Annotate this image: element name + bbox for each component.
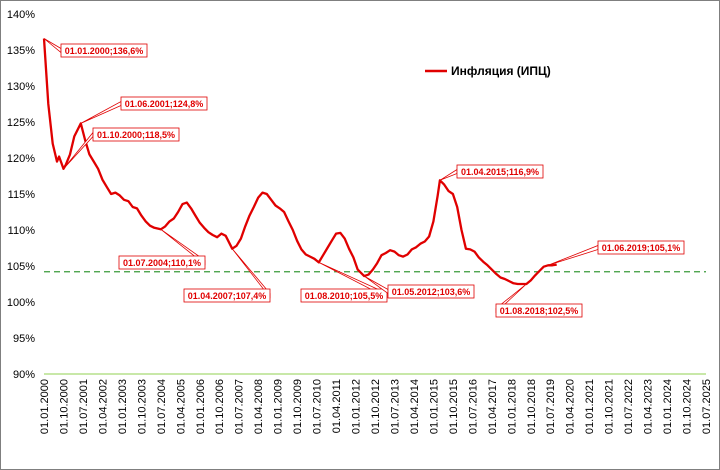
- callout-label: 01.08.2010;105,5%: [305, 291, 384, 301]
- x-tick-label: 01.07.2016: [467, 379, 479, 434]
- y-tick-label: 115%: [8, 189, 36, 201]
- y-tick-label: 125%: [7, 117, 35, 129]
- callout-label: 01.06.2001;124,8%: [125, 99, 204, 109]
- x-tick-label: 01.01.2024: [662, 379, 674, 434]
- callout-pointer: [439, 168, 458, 181]
- x-tick-label: 01.01.2021: [584, 379, 596, 434]
- x-tick-label: 01.10.2024: [682, 379, 694, 434]
- x-tick-label: 01.07.2007: [234, 379, 246, 434]
- x-tick-label: 01.10.2012: [370, 379, 382, 434]
- x-tick-label: 01.04.2014: [409, 379, 421, 434]
- x-tick-label: 01.04.2008: [253, 379, 265, 434]
- x-tick-label: 01.10.2015: [448, 379, 460, 434]
- callout-pointer: [547, 244, 599, 266]
- callout-box: [118, 255, 206, 270]
- callout-box: [387, 284, 475, 299]
- y-tick-label: 105%: [7, 261, 35, 273]
- callout-label: 01.07.2004;110,1%: [123, 258, 201, 268]
- x-tick-label: 01.04.2017: [487, 379, 499, 434]
- x-tick-label: 01.07.2022: [623, 379, 635, 434]
- callout-label: 01.04.2015;116,9%: [461, 167, 539, 177]
- x-tick-label: 01.10.2003: [136, 379, 148, 434]
- y-tick-label: 130%: [7, 81, 35, 93]
- callout-box: [120, 96, 208, 111]
- callout-box: [60, 43, 148, 58]
- x-tick-label: 01.01.2015: [428, 379, 440, 434]
- x-tick-label: 01.01.2012: [351, 379, 363, 434]
- x-tick-label: 01.04.2005: [175, 379, 187, 434]
- x-tick-label: 01.01.2018: [506, 379, 518, 434]
- x-tick-label: 01.07.2013: [389, 379, 401, 434]
- x-tick-label: 01.07.2019: [545, 379, 557, 434]
- y-tick-label: 135%: [7, 45, 35, 57]
- y-tick-label: 140%: [7, 9, 35, 21]
- x-tick-label: 01.01.2003: [117, 379, 129, 434]
- inflation-series-line: [42, 38, 557, 286]
- x-tick-label: 01.10.2009: [292, 379, 304, 434]
- y-tick-label: 120%: [7, 153, 35, 165]
- legend-label: Инфляция (ИПЦ): [451, 64, 551, 78]
- y-tick-label: 110%: [8, 225, 36, 237]
- x-tick-label: 01.04.2020: [565, 379, 577, 434]
- x-tick-label: 01.10.2006: [214, 379, 226, 434]
- x-tick-label: 01.07.2001: [78, 379, 90, 434]
- callout-box: [597, 240, 685, 255]
- x-tick-label: 01.07.2010: [312, 379, 324, 434]
- callout-box: [183, 288, 271, 303]
- callout-box: [92, 127, 180, 142]
- x-tick-label: 01.01.2009: [273, 379, 285, 434]
- y-tick-label: 100%: [7, 297, 35, 309]
- callout-pointer: [80, 100, 122, 124]
- callout-label: 01.04.2007;107,4%: [188, 291, 267, 301]
- y-tick-label: 90%: [13, 369, 35, 381]
- x-tick-label: 01.10.2018: [526, 379, 538, 434]
- x-tick-label: 01.07.2004: [156, 379, 168, 434]
- x-tick-label: 01.07.2025: [701, 379, 713, 434]
- callout-box: [300, 288, 388, 303]
- y-tick-label: 95%: [13, 333, 35, 345]
- x-tick-label: 01.04.2023: [643, 379, 655, 434]
- x-tick-label: 01.04.2011: [331, 379, 343, 433]
- callout-box: [456, 164, 544, 179]
- x-tick-label: 01.01.2000: [39, 379, 51, 434]
- callout-pointer: [43, 38, 62, 54]
- x-tick-label: 01.01.2006: [195, 379, 207, 434]
- callout-label: 01.08.2018;102,5%: [500, 306, 579, 316]
- callout-label: 01.06.2019;105,1%: [602, 243, 681, 253]
- callout-label: 01.10.2000;118,5%: [97, 130, 175, 140]
- x-tick-label: 01.10.2000: [58, 379, 70, 434]
- callout-box: [495, 303, 583, 318]
- callout-label: 01.01.2000;136,6%: [65, 46, 144, 56]
- x-tick-label: 01.10.2021: [604, 379, 616, 434]
- callout-label: 01.05.2012;103,6%: [392, 287, 471, 297]
- x-tick-label: 01.04.2002: [97, 379, 109, 434]
